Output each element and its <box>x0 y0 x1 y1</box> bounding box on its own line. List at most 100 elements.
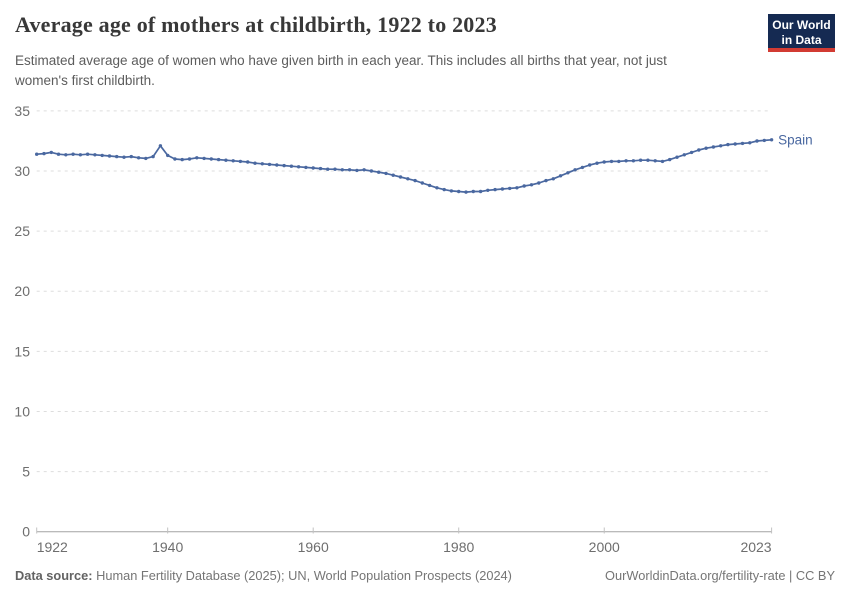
data-point-1992[interactable] <box>544 178 548 183</box>
data-point-1975[interactable] <box>420 181 424 185</box>
data-point-1963[interactable] <box>333 167 337 171</box>
data-point-1952[interactable] <box>253 161 257 165</box>
footer-citation-link[interactable]: OurWorldinData.org/fertility-rate | CC B… <box>605 568 835 583</box>
data-point-1954[interactable] <box>267 162 272 167</box>
data-point-1984[interactable] <box>486 188 490 192</box>
data-point-2004[interactable] <box>631 159 636 163</box>
data-point-2006[interactable] <box>646 158 650 162</box>
data-point-1967[interactable] <box>362 168 366 172</box>
data-point-1978[interactable] <box>442 187 446 192</box>
data-point-2016[interactable] <box>719 144 723 148</box>
data-point-1977[interactable] <box>435 186 439 190</box>
data-point-1956[interactable] <box>282 163 286 168</box>
series-line[interactable] <box>35 138 773 193</box>
data-point-2000[interactable] <box>602 160 606 164</box>
data-point-1940[interactable] <box>166 153 170 158</box>
data-point-1933[interactable] <box>115 154 119 159</box>
data-point-2022[interactable] <box>762 138 766 143</box>
data-point-2017[interactable] <box>726 142 730 147</box>
data-point-1972[interactable] <box>398 175 403 179</box>
data-point-1990[interactable] <box>529 183 534 187</box>
data-point-2009[interactable] <box>668 157 672 162</box>
data-point-2019[interactable] <box>740 141 745 146</box>
series-end-label[interactable]: Spain <box>778 132 813 147</box>
data-point-1934[interactable] <box>122 155 126 159</box>
data-point-2001[interactable] <box>609 159 614 164</box>
data-point-1923[interactable] <box>42 151 46 156</box>
data-point-1949[interactable] <box>231 159 235 163</box>
data-point-1941[interactable] <box>173 157 177 161</box>
data-point-1955[interactable] <box>275 163 279 167</box>
data-point-1950[interactable] <box>238 159 243 164</box>
data-point-1942[interactable] <box>180 157 184 162</box>
data-point-1922[interactable] <box>35 152 39 156</box>
data-point-1964[interactable] <box>340 168 344 172</box>
data-point-1973[interactable] <box>406 177 410 181</box>
data-point-1983[interactable] <box>478 189 483 194</box>
data-point-2007[interactable] <box>653 159 657 163</box>
data-point-1926[interactable] <box>64 153 68 157</box>
data-point-1989[interactable] <box>522 184 526 188</box>
data-point-1980[interactable] <box>457 189 461 194</box>
data-point-1951[interactable] <box>246 160 250 164</box>
data-point-1987[interactable] <box>508 186 512 191</box>
data-point-1991[interactable] <box>537 181 541 185</box>
data-point-1976[interactable] <box>427 183 432 188</box>
data-point-2023[interactable] <box>769 138 774 142</box>
data-point-1998[interactable] <box>588 163 592 167</box>
data-point-2015[interactable] <box>711 145 716 149</box>
data-point-2010[interactable] <box>675 155 679 159</box>
data-point-1947[interactable] <box>216 157 221 162</box>
data-point-2003[interactable] <box>624 159 628 163</box>
data-point-1928[interactable] <box>78 153 83 157</box>
data-point-1995[interactable] <box>566 171 570 175</box>
data-point-1965[interactable] <box>347 168 352 172</box>
data-point-1981[interactable] <box>464 190 468 194</box>
data-point-1936[interactable] <box>136 156 141 160</box>
data-point-1929[interactable] <box>85 152 90 156</box>
data-point-1935[interactable] <box>129 154 133 159</box>
data-point-2014[interactable] <box>704 146 708 150</box>
data-point-1937[interactable] <box>144 156 148 161</box>
data-point-1979[interactable] <box>449 189 454 193</box>
data-point-2012[interactable] <box>689 150 694 155</box>
data-point-1924[interactable] <box>49 150 53 155</box>
data-point-1985[interactable] <box>493 187 497 192</box>
data-point-2002[interactable] <box>617 159 621 164</box>
data-point-1970[interactable] <box>384 171 388 176</box>
data-point-1971[interactable] <box>391 173 395 177</box>
data-point-1939[interactable] <box>158 144 163 148</box>
owid-logo[interactable]: Our World in Data <box>768 14 835 52</box>
data-point-2021[interactable] <box>755 139 759 143</box>
data-point-1960[interactable] <box>311 166 315 170</box>
data-point-1958[interactable] <box>296 165 301 169</box>
data-point-2011[interactable] <box>682 153 686 157</box>
series-spain[interactable] <box>35 138 774 194</box>
data-point-1930[interactable] <box>93 153 97 157</box>
data-point-1948[interactable] <box>224 158 228 162</box>
data-point-1982[interactable] <box>471 189 475 194</box>
data-point-2008[interactable] <box>660 159 665 164</box>
data-point-1931[interactable] <box>100 153 104 158</box>
data-point-1945[interactable] <box>202 156 206 161</box>
data-point-1932[interactable] <box>107 154 112 158</box>
data-point-1988[interactable] <box>515 186 519 190</box>
data-point-1966[interactable] <box>355 168 359 173</box>
data-point-1957[interactable] <box>289 164 294 168</box>
data-point-2005[interactable] <box>638 158 643 162</box>
data-point-1953[interactable] <box>260 162 264 166</box>
data-point-2020[interactable] <box>748 141 752 145</box>
data-point-1961[interactable] <box>318 166 323 171</box>
data-point-1946[interactable] <box>209 157 213 161</box>
data-point-1996[interactable] <box>573 168 577 172</box>
data-point-1993[interactable] <box>551 177 555 181</box>
data-point-1997[interactable] <box>580 165 585 170</box>
data-point-1938[interactable] <box>151 154 155 159</box>
data-point-2018[interactable] <box>733 142 737 146</box>
data-point-1943[interactable] <box>187 157 192 161</box>
data-point-1962[interactable] <box>326 167 330 171</box>
data-point-1944[interactable] <box>195 156 199 160</box>
data-point-1927[interactable] <box>71 152 75 156</box>
data-point-1968[interactable] <box>369 169 374 173</box>
data-point-1994[interactable] <box>558 174 563 178</box>
